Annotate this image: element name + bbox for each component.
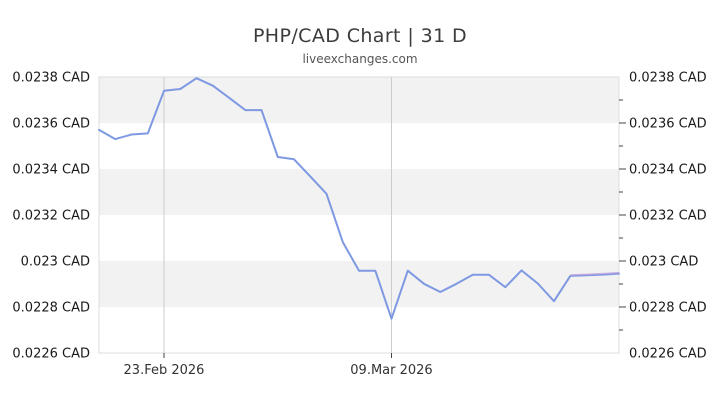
y-axis-label-right: 0.0226 CAD (629, 347, 707, 362)
y-axis-label-right: 0.0232 CAD (629, 209, 707, 224)
price-line-end-overlay (570, 271, 620, 276)
y-axis-label-left: 0.0234 CAD (12, 163, 90, 178)
chart-subtitle: liveexchanges.com (302, 52, 418, 66)
plot-band (99, 261, 619, 307)
y-axis-label-left: 0.0226 CAD (12, 347, 90, 362)
y-axis-label-right: 0.0238 CAD (629, 71, 707, 86)
y-axis-label-right: 0.0236 CAD (629, 117, 707, 132)
y-axis-label-left: 0.0236 CAD (12, 117, 90, 132)
x-axis-date-label: 23.Feb 2026 (124, 363, 205, 378)
y-axis-label-left: 0.0228 CAD (12, 301, 90, 316)
y-axis-label-left: 0.0232 CAD (12, 209, 90, 224)
y-axis-label-left: 0.023 CAD (21, 255, 90, 270)
plot-band (99, 169, 619, 215)
chart-title: PHP/CAD Chart | 31 D (252, 25, 468, 47)
y-axis-label-right: 0.023 CAD (629, 255, 698, 270)
y-axis-label-right: 0.0234 CAD (629, 163, 707, 178)
y-axis-label-right: 0.0228 CAD (629, 301, 707, 316)
plot-band (99, 77, 619, 123)
y-axis-label-left: 0.0238 CAD (12, 71, 90, 86)
x-axis-date-label: 09.Mar 2026 (350, 363, 432, 378)
price-line (98, 77, 620, 320)
